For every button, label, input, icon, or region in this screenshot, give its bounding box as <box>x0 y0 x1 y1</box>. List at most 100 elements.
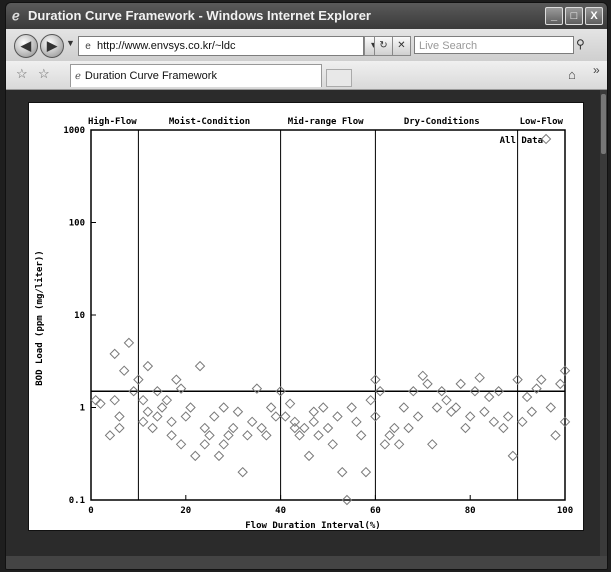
scrollbar-thumb[interactable] <box>601 94 606 154</box>
data-point <box>270 411 282 422</box>
data-point <box>370 411 381 422</box>
x-tick-label: 80 <box>465 506 476 516</box>
data-point <box>460 422 471 434</box>
data-point <box>398 402 410 413</box>
data-point <box>190 450 201 462</box>
data-point <box>180 411 192 422</box>
forward-button[interactable]: ▶ <box>40 34 64 58</box>
data-point <box>360 466 372 478</box>
stop-button[interactable]: ✕ <box>392 36 411 56</box>
y-tick-label: 10 <box>74 311 85 321</box>
data-point <box>512 374 523 385</box>
data-point <box>213 450 225 462</box>
search-input[interactable]: Live Search <box>414 36 574 54</box>
data-point <box>147 422 158 434</box>
tab-page-icon: ℯ <box>75 71 81 82</box>
data-point <box>95 398 106 409</box>
data-point <box>237 466 248 478</box>
data-point <box>166 416 177 428</box>
data-point <box>303 450 315 462</box>
data-point <box>161 394 173 406</box>
data-point <box>256 422 267 434</box>
data-point <box>427 439 438 450</box>
data-point <box>175 439 187 450</box>
vertical-scrollbar[interactable] <box>600 90 607 556</box>
data-point <box>337 466 348 478</box>
data-point <box>114 422 125 434</box>
data-point <box>408 386 419 397</box>
data-point <box>370 374 381 385</box>
stop-icon: ✕ <box>397 40 406 51</box>
data-point <box>156 402 168 413</box>
data-point <box>223 430 234 441</box>
x-tick-label: 20 <box>180 506 191 516</box>
data-point <box>455 378 466 390</box>
new-tab-button[interactable] <box>326 69 352 87</box>
more-tools-icon[interactable]: » <box>593 63 600 77</box>
data-point <box>351 416 362 428</box>
data-point <box>521 391 533 403</box>
data-point <box>327 439 338 450</box>
data-point <box>545 402 556 413</box>
address-input[interactable]: e http://www.envsys.co.kr/~ldc <box>78 36 364 56</box>
close-button[interactable]: X <box>585 7 603 25</box>
recent-pages-dropdown-icon[interactable]: ▼ <box>66 38 75 48</box>
data-point <box>346 402 357 413</box>
title-bar[interactable]: ℯ Duration Curve Framework - Windows Int… <box>6 3 607 29</box>
back-button[interactable]: ◀ <box>14 34 38 58</box>
data-point <box>464 411 476 422</box>
data-point <box>493 386 504 397</box>
data-point <box>469 386 481 397</box>
url-text: http://www.envsys.co.kr/~ldc <box>97 40 236 52</box>
data-point <box>313 430 324 441</box>
data-point <box>171 374 182 385</box>
data-point <box>308 406 319 417</box>
favorites-star-icon[interactable]: ☆ <box>16 66 28 81</box>
data-point <box>488 416 500 428</box>
forward-arrow-icon: ▶ <box>47 38 57 53</box>
tab-duration-curve[interactable]: ℯ Duration Curve Framework <box>70 64 322 87</box>
data-point <box>284 398 296 409</box>
data-point <box>137 394 149 406</box>
data-point <box>412 411 424 422</box>
data-point <box>232 406 244 417</box>
add-favorites-icon[interactable]: ☆ <box>38 66 50 81</box>
maximize-button[interactable]: □ <box>565 7 583 25</box>
data-point <box>289 416 301 428</box>
data-point <box>123 337 135 349</box>
data-point <box>355 430 367 441</box>
zone-label: High-Flow <box>88 116 137 127</box>
search-icon[interactable]: ⚲ <box>576 37 585 51</box>
data-point <box>137 416 149 428</box>
data-point <box>474 372 485 383</box>
y-tick-label: 100 <box>69 219 85 229</box>
data-point <box>483 391 495 403</box>
data-point <box>384 430 395 441</box>
zone-label: Dry-Conditions <box>404 116 480 127</box>
data-point <box>365 394 376 406</box>
refresh-button[interactable]: ↻ <box>374 36 393 56</box>
y-tick-label: 0.1 <box>69 496 85 506</box>
tab-label: Duration Curve Framework <box>84 70 217 82</box>
data-point <box>550 430 561 441</box>
data-point <box>479 406 490 417</box>
home-icon[interactable]: ⌂ <box>568 67 576 82</box>
zone-label: Low-Flow <box>520 117 564 127</box>
data-point <box>422 378 433 390</box>
data-point <box>246 416 258 428</box>
data-point <box>194 360 206 372</box>
y-tick-label: 1 <box>80 404 85 414</box>
data-point <box>261 430 272 441</box>
data-point <box>152 411 163 422</box>
data-point <box>507 450 519 462</box>
minimize-button[interactable]: _ <box>545 7 563 25</box>
y-tick-label: 1000 <box>63 126 85 136</box>
data-point <box>227 422 239 434</box>
data-point <box>199 439 210 450</box>
window-controls: _ □ X <box>545 7 603 25</box>
data-point <box>242 430 253 441</box>
chart-x-label: Flow Duration Interval(%) <box>245 520 380 530</box>
data-point <box>104 430 116 441</box>
data-point <box>152 386 163 397</box>
data-point <box>393 439 405 450</box>
